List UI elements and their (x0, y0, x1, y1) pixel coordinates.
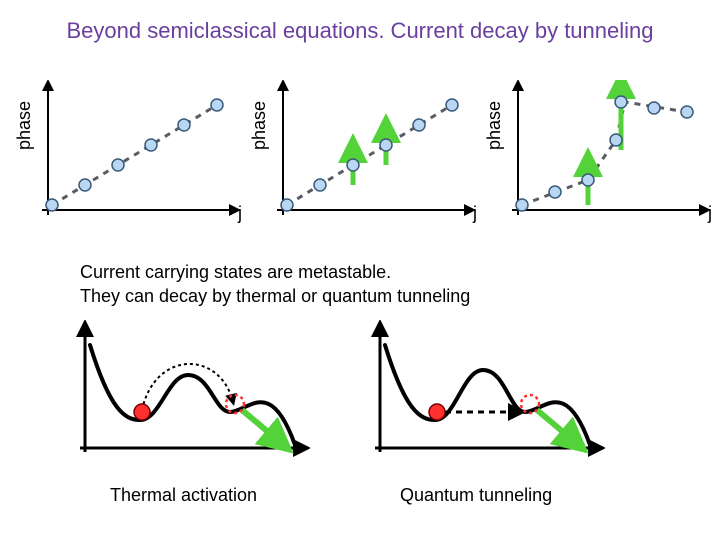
page-title: Beyond semiclassical equations. Current … (0, 18, 720, 44)
potential-plot-row (0, 320, 720, 480)
caption-line-2: They can decay by thermal or quantum tun… (80, 284, 470, 308)
phase-plot-2: phasej (255, 80, 475, 220)
phase-chart-svg (30, 80, 240, 220)
caption-line-1: Current carrying states are metastable. (80, 260, 470, 284)
caption-block: Current carrying states are metastable. … (80, 260, 470, 309)
potential-plot-label-2: Quantum tunneling (400, 485, 552, 506)
phase-chart-svg (265, 80, 475, 220)
phase-plot-1: phasej (20, 80, 240, 220)
phase-chart-svg (500, 80, 710, 220)
potential-plot-2 (365, 320, 605, 460)
phase-plot-3: phasej (490, 80, 710, 220)
potential-plot-label-1: Thermal activation (110, 485, 257, 506)
potential-plot-1 (70, 320, 310, 460)
phase-plot-row: phasejphasejphasej (0, 80, 720, 240)
